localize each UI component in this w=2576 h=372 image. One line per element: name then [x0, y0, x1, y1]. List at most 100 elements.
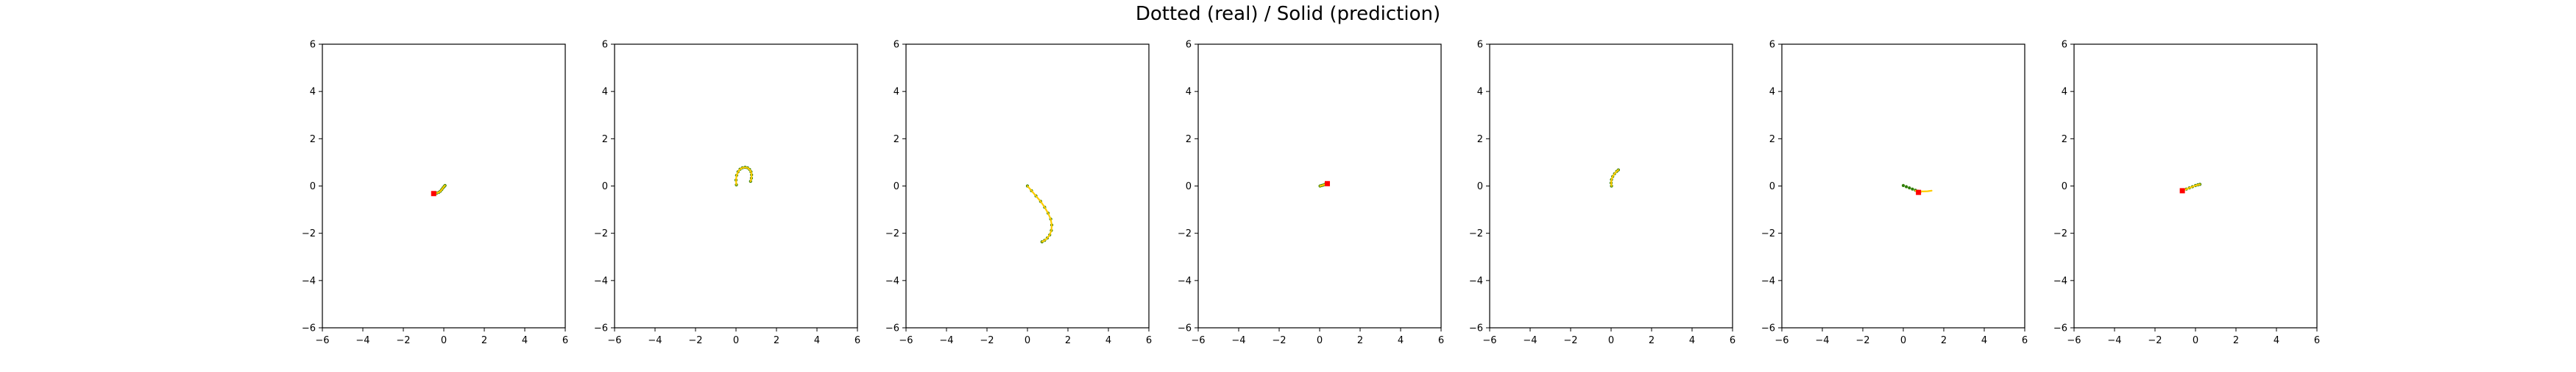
x-tick-label: 0 — [1317, 335, 1323, 346]
y-tick-label: 0 — [2062, 181, 2067, 192]
x-tick-label: 6 — [2022, 335, 2028, 346]
prediction-line — [1026, 185, 1053, 243]
x-tick-label: −6 — [1774, 335, 1788, 346]
x-tick-label: 6 — [1146, 335, 1152, 346]
x-tick-label: 6 — [562, 335, 568, 346]
y-tick-label: −2 — [885, 228, 899, 239]
y-tick-label: −4 — [1469, 276, 1483, 287]
y-tick-label: −4 — [1178, 276, 1192, 287]
x-tick-label: 2 — [774, 335, 779, 346]
subplot-4: −6 −4 −2 0 2 4 6 −6 −4 −2 0 2 4 6 — [1178, 40, 1444, 347]
x-tick-label: 4 — [1981, 335, 1987, 346]
subplot-3: −6 −4 −2 0 2 4 6 −6 −4 −2 0 2 4 6 — [885, 40, 1152, 347]
x-tick-label: 4 — [522, 335, 528, 346]
subplot-2: −6 −4 −2 0 2 4 6 −6 −4 −2 0 2 4 6 — [594, 40, 860, 347]
x-tick-label: −2 — [1855, 335, 1869, 346]
x-tick-label: 6 — [1730, 335, 1735, 346]
x-tick-label: −2 — [1272, 335, 1286, 346]
x-tick-label: 0 — [2193, 335, 2198, 346]
y-tick-label: −6 — [1469, 323, 1483, 334]
prediction-line — [735, 166, 753, 186]
y-tick-label: −2 — [2053, 228, 2067, 239]
x-tick-label: −6 — [899, 335, 913, 346]
start-marker — [1324, 180, 1330, 186]
x-tick-label: 4 — [1689, 335, 1695, 346]
real-point — [1905, 185, 1908, 189]
y-tick-label: 6 — [1477, 40, 1483, 51]
start-marker — [1916, 189, 1922, 195]
x-tick-label: 0 — [441, 335, 447, 346]
y-tick-label: 0 — [310, 181, 316, 192]
y-tick-label: 0 — [602, 181, 608, 192]
x-tick-label: 0 — [733, 335, 739, 346]
x-tick-label: −2 — [688, 335, 702, 346]
y-tick-label: 2 — [1477, 134, 1483, 145]
x-tick-label: −2 — [1563, 335, 1577, 346]
x-tick-label: 6 — [2314, 335, 2320, 346]
y-tick-label: 0 — [1477, 181, 1483, 192]
y-tick-label: −6 — [594, 323, 608, 334]
start-marker — [2179, 188, 2185, 194]
prediction-line — [1610, 169, 1619, 187]
y-tick-label: 0 — [1186, 181, 1192, 192]
y-tick-label: −2 — [1178, 228, 1192, 239]
y-tick-label: 6 — [310, 40, 316, 51]
x-tick-label: −6 — [2067, 335, 2081, 346]
y-tick-label: 2 — [1186, 134, 1192, 145]
y-tick-label: 6 — [602, 40, 608, 51]
subplot-1: −6 −4 −2 0 2 4 6 −6 −4 −2 0 2 4 6 — [302, 40, 568, 347]
y-tick-label: 4 — [602, 87, 608, 98]
y-tick-label: 4 — [894, 87, 899, 98]
y-tick-label: 6 — [1186, 40, 1192, 51]
y-tick-label: 6 — [894, 40, 899, 51]
y-tick-label: 2 — [310, 134, 316, 145]
x-tick-label: 4 — [1105, 335, 1111, 346]
y-tick-label: −4 — [885, 276, 899, 287]
y-tick-label: −2 — [594, 228, 608, 239]
x-tick-label: −2 — [980, 335, 994, 346]
x-tick-label: −2 — [2148, 335, 2162, 346]
start-marker — [431, 191, 436, 197]
x-tick-label: −6 — [1482, 335, 1496, 346]
x-tick-label: 4 — [2274, 335, 2279, 346]
y-tick-label: 4 — [1186, 87, 1192, 98]
x-tick-label: −4 — [1815, 335, 1829, 346]
y-tick-label: −6 — [1178, 323, 1192, 334]
y-tick-label: 0 — [894, 181, 899, 192]
x-tick-label: 0 — [1025, 335, 1030, 346]
y-tick-label: 0 — [1769, 181, 1775, 192]
x-tick-label: 6 — [854, 335, 860, 346]
y-tick-label: 2 — [1769, 134, 1775, 145]
y-tick-label: 2 — [2062, 134, 2067, 145]
x-tick-label: −6 — [315, 335, 329, 346]
prediction-line — [2182, 183, 2201, 192]
x-tick-label: −4 — [1523, 335, 1537, 346]
subplot-5: −6 −4 −2 0 2 4 6 −6 −4 −2 0 2 4 6 — [1469, 40, 1735, 347]
x-tick-label: 4 — [814, 335, 820, 346]
x-tick-label: −4 — [648, 335, 662, 346]
y-tick-label: −4 — [2053, 276, 2067, 287]
x-tick-label: 0 — [1900, 335, 1906, 346]
y-tick-label: 2 — [602, 134, 608, 145]
x-tick-label: −4 — [355, 335, 369, 346]
x-tick-label: −4 — [1231, 335, 1245, 346]
y-tick-label: −2 — [302, 228, 316, 239]
subplot-6: −6 −4 −2 0 2 4 6 −6 −4 −2 0 2 4 6 — [1761, 40, 2028, 347]
real-point — [1911, 187, 1914, 191]
x-tick-label: 2 — [1649, 335, 1655, 346]
x-tick-label: 2 — [1357, 335, 1363, 346]
y-tick-label: −6 — [302, 323, 316, 334]
x-tick-label: −2 — [396, 335, 410, 346]
y-tick-label: −6 — [885, 323, 899, 334]
y-tick-label: −6 — [2053, 323, 2067, 334]
y-tick-label: 6 — [2062, 40, 2067, 51]
x-tick-label: 4 — [1398, 335, 1404, 346]
x-tick-label: −6 — [607, 335, 621, 346]
y-tick-label: −2 — [1761, 228, 1775, 239]
x-tick-label: −6 — [1191, 335, 1205, 346]
x-tick-label: 2 — [1065, 335, 1071, 346]
figure-title: Dotted (real) / Solid (prediction) — [1135, 3, 1441, 25]
x-tick-label: −4 — [939, 335, 953, 346]
x-tick-label: 2 — [481, 335, 487, 346]
